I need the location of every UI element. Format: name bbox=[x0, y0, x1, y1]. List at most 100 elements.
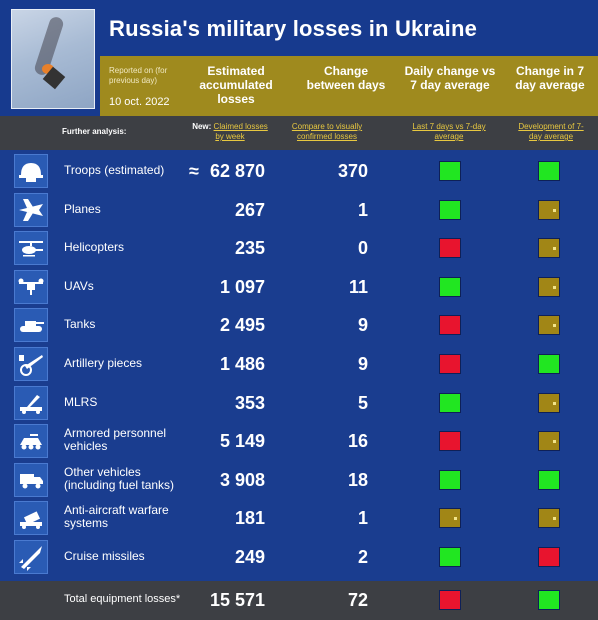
row-value: 5 149 bbox=[219, 431, 265, 452]
daily-change-indicator bbox=[439, 547, 461, 567]
row-value: 181 bbox=[234, 508, 265, 529]
drone-icon bbox=[14, 269, 48, 304]
row-label: Planes bbox=[64, 201, 101, 216]
link-development-7day[interactable]: Development of 7-day average bbox=[512, 122, 590, 142]
row-value: 235 bbox=[234, 238, 265, 259]
table-row: Anti-aircraft warfare systems 181 1 bbox=[0, 499, 598, 537]
row-change: 16 bbox=[347, 431, 368, 452]
further-analysis-bar: Further analysis: New: Claimed losses by… bbox=[0, 116, 598, 150]
link-claimed-losses-text[interactable]: Claimed losses by week bbox=[213, 122, 268, 141]
table-row: MLRS 353 5 bbox=[0, 384, 598, 422]
avg-change-indicator bbox=[538, 508, 560, 529]
row-label: Other vehicles (including fuel tanks) bbox=[64, 464, 175, 492]
total-change: 72 bbox=[347, 590, 368, 610]
daily-change-indicator bbox=[439, 392, 461, 413]
row-value: 62 870 bbox=[209, 161, 265, 181]
link-last-7-days-text[interactable]: Last 7 days vs 7-day average bbox=[412, 122, 486, 141]
header-photo bbox=[11, 9, 95, 109]
row-change: 0 bbox=[357, 238, 368, 259]
header: Russia's military losses in Ukraine Repo… bbox=[0, 0, 598, 116]
row-label: Tanks bbox=[64, 317, 96, 332]
missile-icon bbox=[14, 540, 48, 574]
avg-change-indicator bbox=[538, 469, 560, 490]
daily-change-indicator bbox=[439, 508, 461, 529]
row-change: 370 bbox=[337, 161, 368, 181]
daily-change-indicator bbox=[439, 199, 461, 220]
avg-change-indicator bbox=[538, 199, 560, 220]
row-value: 3 908 bbox=[219, 469, 265, 490]
row-change: 1 bbox=[357, 508, 368, 529]
total-label: Total equipment losses* bbox=[64, 593, 181, 605]
anti-aircraft-icon bbox=[14, 501, 48, 536]
row-change: 18 bbox=[347, 469, 368, 490]
avg-change-indicator bbox=[538, 431, 560, 452]
page-title: Russia's military losses in Ukraine bbox=[109, 16, 478, 41]
table-row: Artillery pieces 1 486 9 bbox=[0, 345, 598, 383]
row-label: Troops (estimated) bbox=[64, 163, 165, 177]
row-label: MLRS bbox=[64, 394, 98, 409]
total-daily-indicator bbox=[439, 590, 461, 610]
avg-change-indicator bbox=[538, 276, 560, 297]
row-change: 5 bbox=[357, 392, 368, 413]
row-value: 1 486 bbox=[219, 354, 265, 374]
header-band bbox=[100, 56, 598, 116]
avg-change-indicator bbox=[538, 238, 560, 259]
row-change: 11 bbox=[348, 276, 368, 297]
truck-icon bbox=[14, 462, 48, 497]
row-change: 9 bbox=[357, 315, 368, 336]
col-7day-header: Change in 7 day average bbox=[515, 64, 585, 92]
table-row: Armored personnel vehicles 5 149 16 bbox=[0, 422, 598, 460]
further-analysis-label: Further analysis: bbox=[62, 127, 127, 136]
total-avg-indicator bbox=[538, 590, 560, 610]
table-row: Troops (estimated) ≈62 870 370 bbox=[0, 152, 598, 190]
total-value: 15 571 bbox=[209, 590, 265, 610]
col-accumulated-header: Estimated accumulated losses bbox=[199, 64, 273, 106]
row-change: 1 bbox=[357, 199, 368, 220]
avg-change-indicator bbox=[538, 315, 560, 336]
helmet-icon bbox=[14, 154, 48, 188]
daily-change-indicator bbox=[439, 161, 461, 181]
artillery-icon bbox=[14, 347, 48, 381]
daily-change-indicator bbox=[439, 238, 461, 259]
link-claimed-losses[interactable]: New: Claimed losses by week bbox=[188, 122, 272, 142]
col-daily-header: Daily change vs 7 day average bbox=[404, 64, 496, 92]
row-value: 353 bbox=[234, 392, 265, 413]
daily-change-indicator bbox=[439, 469, 461, 490]
row-label: Cruise missiles bbox=[64, 549, 145, 563]
table-row: UAVs 1 097 11 bbox=[0, 268, 598, 306]
avg-change-indicator bbox=[538, 354, 560, 374]
row-value: 1 097 bbox=[219, 276, 265, 297]
link-last-7-days[interactable]: Last 7 days vs 7-day average bbox=[412, 122, 486, 142]
mlrs-icon bbox=[14, 385, 48, 420]
avg-change-indicator bbox=[538, 161, 560, 181]
daily-change-indicator bbox=[439, 315, 461, 336]
row-label: Anti-aircraft warfare systems bbox=[64, 503, 169, 531]
link-development-7day-text[interactable]: Development of 7-day average bbox=[518, 122, 584, 141]
row-value: 2 495 bbox=[219, 315, 265, 336]
daily-change-indicator bbox=[439, 354, 461, 374]
link-compare-confirmed-text[interactable]: Compare to visually confirmed losses bbox=[291, 122, 363, 141]
link-compare-confirmed[interactable]: Compare to visually confirmed losses bbox=[282, 122, 372, 142]
row-value: 249 bbox=[234, 547, 265, 567]
row-change: 2 bbox=[357, 547, 368, 567]
reported-on-label: Reported on (for previous day) bbox=[109, 66, 168, 85]
row-label: UAVs bbox=[64, 278, 94, 293]
apc-icon bbox=[14, 424, 48, 459]
avg-change-indicator bbox=[538, 547, 560, 567]
tank-icon bbox=[14, 308, 48, 343]
row-label: Helicopters bbox=[64, 240, 125, 255]
daily-change-indicator bbox=[439, 276, 461, 297]
daily-change-indicator bbox=[439, 431, 461, 452]
link-new-prefix: New: bbox=[192, 122, 212, 131]
plane-icon bbox=[14, 192, 48, 227]
col-change-header: Change between days bbox=[306, 64, 386, 92]
approx-symbol: ≈ bbox=[189, 161, 199, 181]
helicopter-icon bbox=[14, 231, 48, 266]
row-label: Artillery pieces bbox=[64, 356, 143, 370]
total-row: Total equipment losses* 15 571 72 bbox=[0, 581, 598, 620]
table-row: Helicopters 235 0 bbox=[0, 229, 598, 267]
table-row: Planes 267 1 bbox=[0, 191, 598, 229]
table-row: Tanks 2 495 9 bbox=[0, 306, 598, 344]
avg-change-indicator bbox=[538, 392, 560, 413]
row-value: 267 bbox=[234, 199, 265, 220]
